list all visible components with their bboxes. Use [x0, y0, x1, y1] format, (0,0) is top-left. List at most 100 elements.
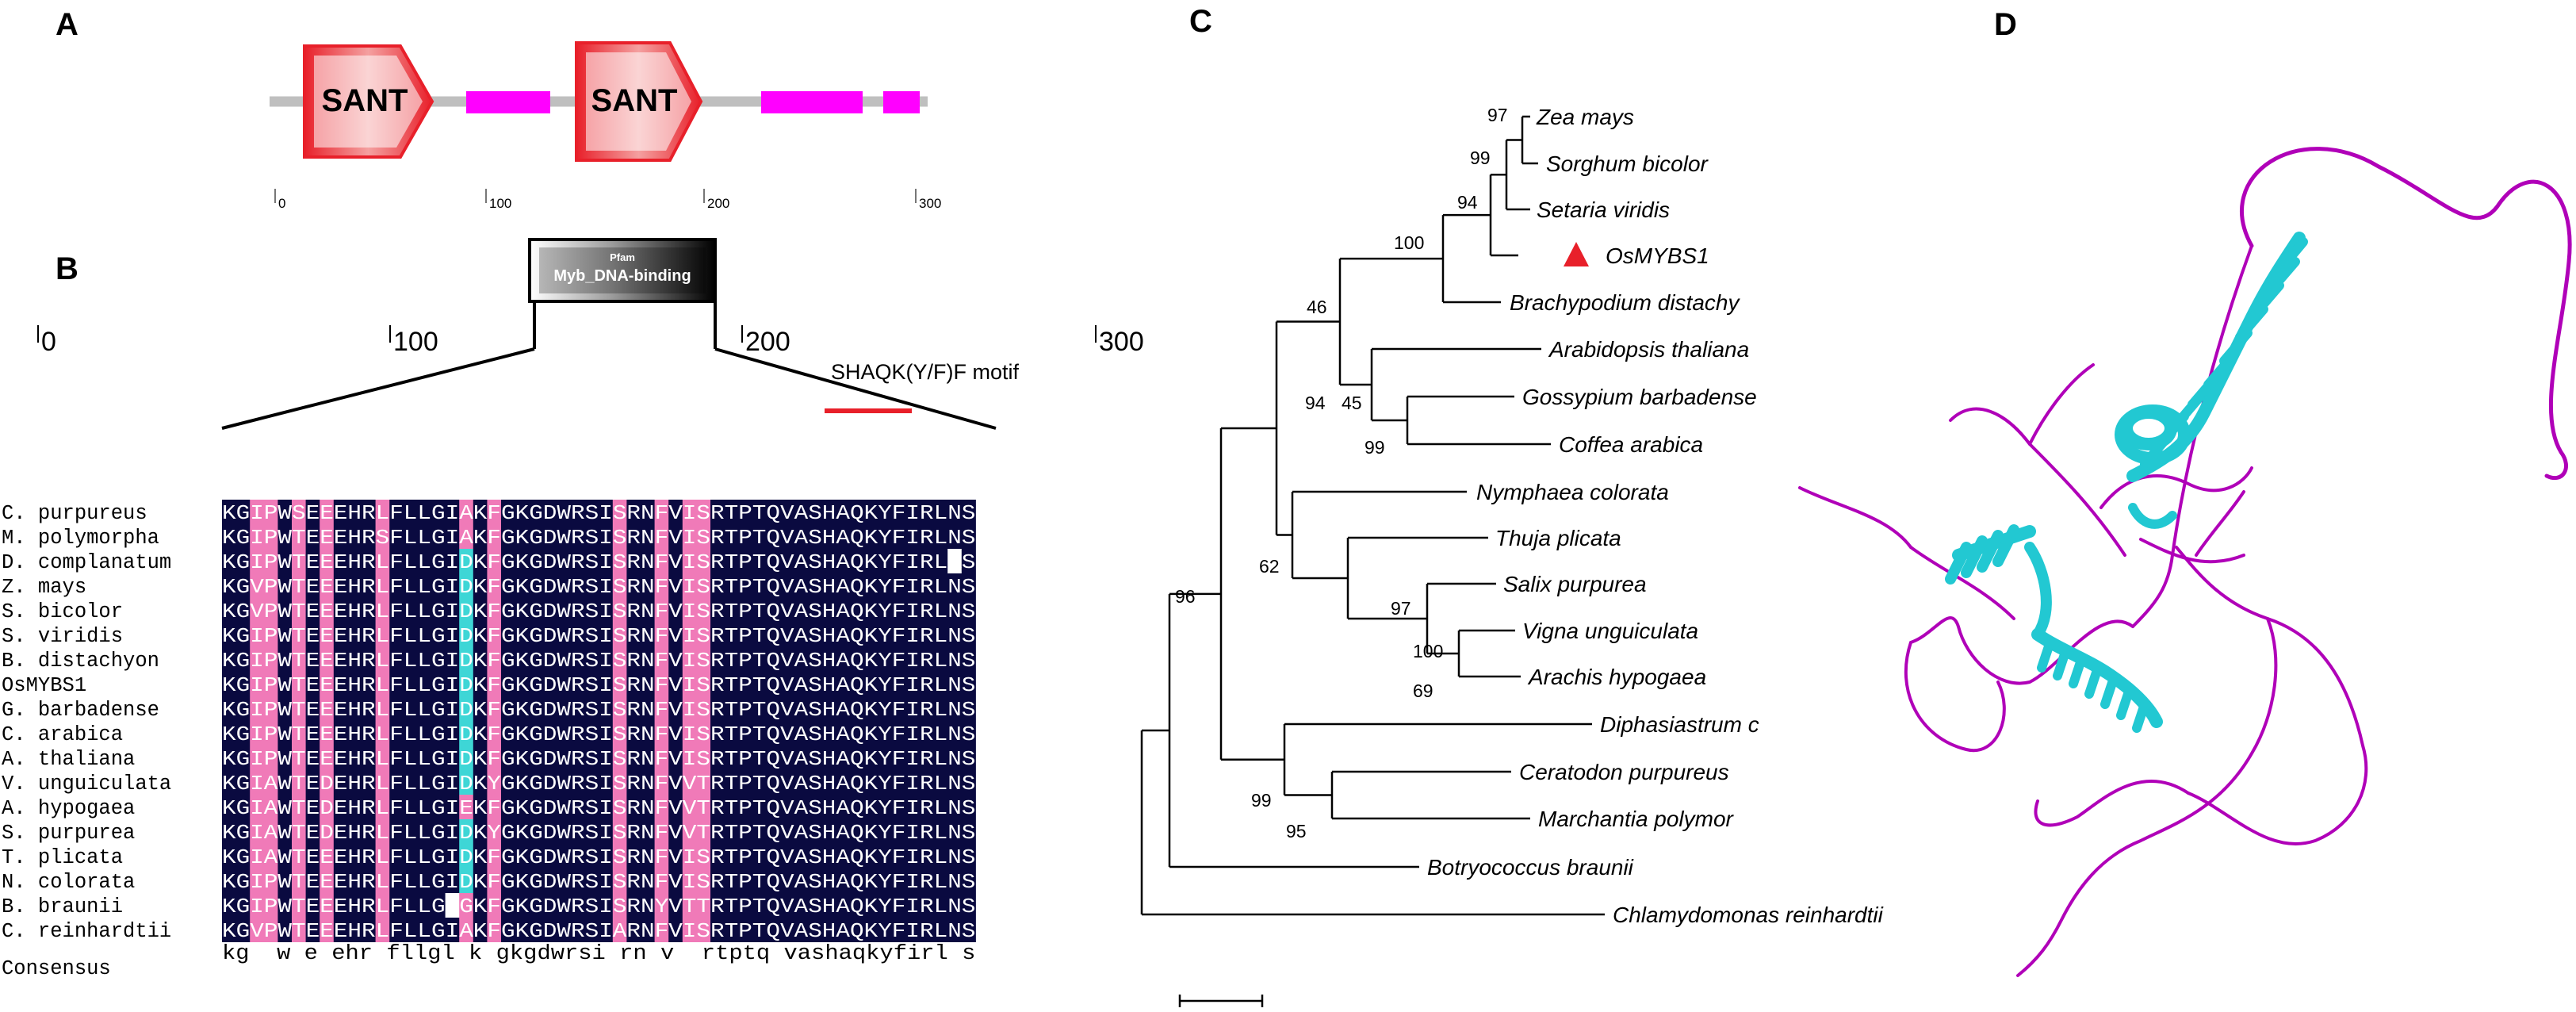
alignment-cell	[278, 868, 293, 893]
alignment-cell	[320, 893, 335, 918]
alignment-cell	[320, 795, 335, 819]
alignment-cell	[710, 573, 725, 598]
alignment-cell	[752, 746, 767, 770]
alignment-cell	[863, 795, 878, 819]
alignment-cell	[808, 623, 823, 647]
alignment-cell	[515, 893, 530, 918]
alignment-cell	[612, 819, 627, 844]
taxon-label: OsMYBS1	[1606, 243, 1709, 268]
alignment-cell	[473, 819, 488, 844]
alignment-cell	[766, 549, 781, 573]
alignment-cell	[891, 672, 906, 696]
alignment-cell	[222, 672, 237, 696]
alignment-cell	[654, 893, 669, 918]
alignment-cell	[305, 721, 320, 746]
sequence-name: B. braunii	[2, 895, 123, 918]
alignment-cell	[641, 918, 656, 942]
alignment-cell	[417, 672, 432, 696]
alignment-cell	[794, 623, 809, 647]
alignment-cell	[752, 795, 767, 819]
sequence-row: KGIAWTEDEHRLFLLGIDKYGKGDWRSISRNFVVTRTPTQ…	[222, 772, 975, 795]
alignment-cell	[752, 844, 767, 868]
alignment-cell	[766, 573, 781, 598]
alignment-cell	[878, 918, 893, 942]
alignment-cell	[738, 819, 753, 844]
alignment-cell	[878, 746, 893, 770]
alignment-cell	[584, 647, 599, 672]
alignment-cell	[431, 500, 446, 524]
alignment-cell	[752, 672, 767, 696]
alignment-cell	[878, 844, 893, 868]
alignment-cell	[961, 598, 976, 623]
pfam-title: Pfam	[610, 251, 635, 263]
alignment-cell	[333, 819, 348, 844]
alignment-cell	[347, 868, 362, 893]
sant-domain-2: SANT	[575, 41, 703, 162]
alignment-cell	[584, 696, 599, 721]
alignment-cell	[375, 672, 390, 696]
alignment-cell	[850, 868, 865, 893]
alignment-cell	[668, 500, 683, 524]
alignment-cell	[654, 573, 669, 598]
alignment-cell	[320, 647, 335, 672]
alignment-cell	[947, 696, 963, 721]
alignment-cell	[710, 918, 725, 942]
alignment-cell	[641, 500, 656, 524]
alignment-cell	[389, 770, 404, 795]
alignment-cell	[459, 844, 474, 868]
alignment-cell	[473, 918, 488, 942]
alignment-cell	[850, 573, 865, 598]
alignment-cell	[905, 672, 921, 696]
alignment-cell	[529, 623, 544, 647]
alignment-cell	[947, 598, 963, 623]
alignment-cell	[947, 721, 963, 746]
alignment-cell	[403, 672, 418, 696]
alignment-cell	[403, 549, 418, 573]
alignment-cell	[878, 500, 893, 524]
alignment-cell	[459, 598, 474, 623]
alignment-cell	[626, 868, 641, 893]
alignment-cell	[515, 549, 530, 573]
alignment-cell	[305, 573, 320, 598]
alignment-cell	[905, 500, 921, 524]
alignment-cell	[821, 623, 836, 647]
alignment-cell	[641, 647, 656, 672]
alignment-cell	[305, 623, 320, 647]
alignment-cell	[878, 795, 893, 819]
alignment-cell	[222, 500, 237, 524]
alignment-cell	[333, 844, 348, 868]
alignment-cell	[320, 573, 335, 598]
alignment-cell	[947, 795, 963, 819]
axis-tick-label: 0	[278, 196, 285, 211]
alignment-cell	[794, 795, 809, 819]
alignment-cell	[682, 795, 697, 819]
alignment-cell	[571, 746, 586, 770]
alignment-cell	[766, 647, 781, 672]
alignment-cell	[641, 696, 656, 721]
alignment-cell	[362, 573, 377, 598]
alignment-cell	[542, 893, 557, 918]
alignment-cell	[836, 770, 851, 795]
alignment-cell	[529, 573, 544, 598]
alignment-cell	[626, 844, 641, 868]
alignment-cell	[891, 893, 906, 918]
alignment-cell	[222, 868, 237, 893]
alignment-cell	[696, 672, 711, 696]
alignment-cell	[250, 647, 265, 672]
alignment-cell	[222, 918, 237, 942]
alignment-cell	[668, 573, 683, 598]
alignment-cell	[584, 770, 599, 795]
alignment-cell	[473, 573, 488, 598]
alignment-cell	[487, 844, 502, 868]
alignment-cell	[362, 696, 377, 721]
alignment-cell	[263, 696, 278, 721]
alignment-cell	[263, 672, 278, 696]
alignment-cell	[263, 500, 278, 524]
alignment-cell	[710, 795, 725, 819]
alignment-cell	[905, 696, 921, 721]
alignment-cell	[292, 770, 307, 795]
alignment-cell	[724, 549, 739, 573]
tree-branches	[1140, 115, 1605, 916]
alignment-cell	[905, 868, 921, 893]
alignment-cell	[654, 868, 669, 893]
